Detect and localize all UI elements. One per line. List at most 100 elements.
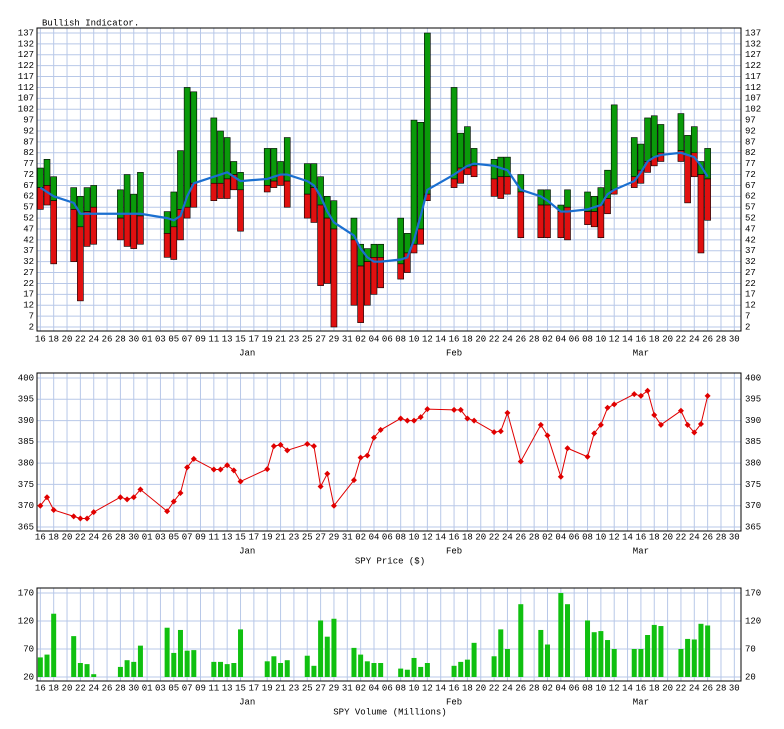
y-tick-label-right: 112 — [745, 83, 761, 93]
x-tick-label: 20 — [662, 334, 673, 344]
x-tick-label: 31 — [342, 334, 353, 344]
x-tick-label: 09 — [195, 532, 206, 542]
x-tick-label: 30 — [128, 532, 139, 542]
x-tick-label: 13 — [222, 334, 233, 344]
y-tick-label-right: 62 — [745, 192, 756, 202]
x-tick-label: 22 — [676, 683, 687, 693]
x-tick-label: 02 — [355, 532, 366, 542]
bear-bar — [450, 178, 458, 188]
x-tick-label: 18 — [48, 683, 59, 693]
x-tick-label: 02 — [542, 334, 553, 344]
y-tick-label-right: 97 — [745, 115, 756, 125]
bear-bar — [77, 226, 84, 302]
point-marker — [657, 421, 664, 428]
y-tick-label: 2 — [29, 322, 34, 332]
point-marker — [370, 434, 377, 441]
x-tick-label: 26 — [515, 532, 526, 542]
x-tick-label: 03 — [155, 334, 166, 344]
y-tick-label: 22 — [23, 279, 34, 289]
x-tick-label: 04 — [369, 334, 380, 344]
volume-bar — [371, 663, 377, 677]
month-label: Mar — [633, 697, 649, 707]
point-marker — [304, 440, 311, 447]
bear-bar — [350, 239, 358, 306]
point-marker — [517, 458, 524, 465]
y-tick-label: 375 — [18, 480, 34, 490]
x-tick-label: 27 — [315, 334, 326, 344]
point-marker — [504, 409, 511, 416]
y-tick-label: 97 — [23, 115, 34, 125]
volume-bar — [498, 629, 504, 677]
x-tick-label: 06 — [382, 683, 393, 693]
bear-bar — [697, 174, 705, 254]
month-label: Mar — [633, 546, 649, 556]
bull-bar — [190, 91, 198, 184]
bear-bar — [303, 193, 311, 219]
y-tick-label-right: 20 — [745, 672, 756, 682]
x-tick-label: 14 — [622, 532, 633, 542]
y-tick-label: 395 — [18, 395, 34, 405]
x-tick-label: 08 — [395, 683, 406, 693]
month-label: Feb — [446, 348, 462, 358]
x-tick-label: 06 — [569, 683, 580, 693]
x-tick-label: 20 — [662, 683, 673, 693]
y-tick-label-right: 7 — [745, 311, 750, 321]
x-tick-label: 26 — [102, 334, 113, 344]
x-tick-label: 01 — [142, 334, 153, 344]
x-tick-label: 08 — [395, 532, 406, 542]
bear-bar — [163, 233, 171, 258]
x-tick-label: 26 — [102, 532, 113, 542]
y-tick-label-right: 32 — [745, 257, 756, 267]
chart-title: Bullish Indicator. — [42, 18, 139, 28]
x-tick-label: 24 — [502, 532, 513, 542]
x-tick-label: 11 — [208, 683, 219, 693]
point-marker — [644, 387, 651, 394]
volume-bar — [558, 593, 564, 677]
point-marker — [224, 462, 231, 469]
volume-bar — [171, 652, 177, 677]
x-tick-label: 05 — [168, 532, 179, 542]
bear-bar — [544, 204, 551, 239]
x-tick-label: 24 — [689, 683, 700, 693]
point-marker — [77, 515, 84, 522]
x-tick-label: 18 — [649, 683, 660, 693]
volume-bar — [231, 663, 237, 677]
point-marker — [424, 406, 431, 413]
y-tick-label: 67 — [23, 181, 34, 191]
x-tick-label: 01 — [142, 683, 153, 693]
x-tick-label: 18 — [462, 334, 473, 344]
y-tick-label: 70 — [23, 644, 34, 654]
point-marker — [210, 466, 217, 473]
x-tick-label: 17 — [248, 334, 259, 344]
point-marker — [697, 420, 704, 427]
x-tick-label: 14 — [622, 334, 633, 344]
y-tick-label: 7 — [29, 311, 34, 321]
y-tick-label-right: 52 — [745, 213, 756, 223]
month-label: Mar — [633, 348, 649, 358]
bear-bar — [210, 182, 218, 201]
x-tick-label: 14 — [435, 683, 446, 693]
volume-bar — [131, 661, 137, 677]
y-tick-label: 112 — [18, 83, 34, 93]
point-marker — [397, 415, 404, 422]
x-tick-label: 23 — [289, 532, 300, 542]
x-tick-label: 20 — [662, 532, 673, 542]
x-tick-label: 22 — [75, 532, 86, 542]
x-tick-label: 02 — [355, 334, 366, 344]
bull-bar — [490, 159, 498, 180]
volume-bar — [364, 661, 370, 677]
x-tick-label: 28 — [115, 532, 126, 542]
point-marker — [651, 412, 658, 419]
y-tick-label: 82 — [23, 148, 34, 158]
x-tick-label: 28 — [115, 683, 126, 693]
x-tick-label: 27 — [315, 683, 326, 693]
month-label: Feb — [446, 697, 462, 707]
point-marker — [557, 473, 564, 480]
point-marker — [457, 406, 464, 413]
x-tick-label: 08 — [395, 334, 406, 344]
y-tick-label: 52 — [23, 213, 34, 223]
x-tick-label: 05 — [168, 683, 179, 693]
point-marker — [324, 470, 331, 477]
x-tick-label: 26 — [515, 683, 526, 693]
bull-bar — [377, 243, 384, 258]
